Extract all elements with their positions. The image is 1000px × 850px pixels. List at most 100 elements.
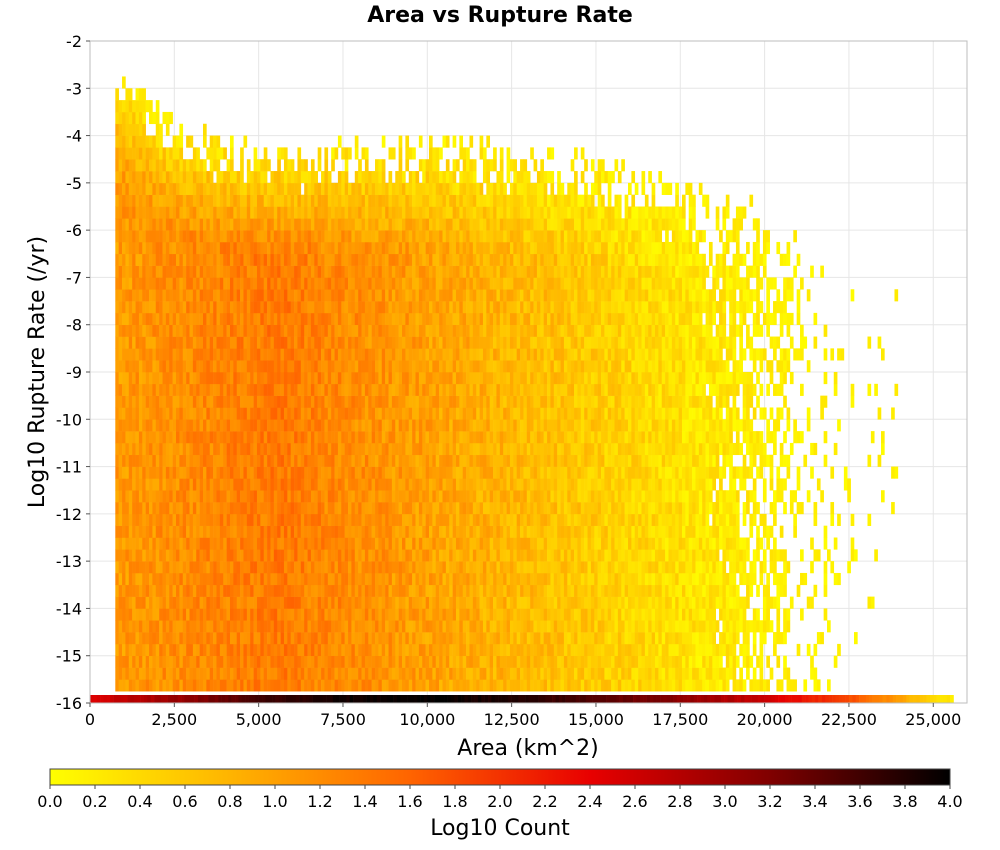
heatmap-cell xyxy=(428,502,433,515)
heatmap-cell xyxy=(260,525,265,538)
heatmap-cell xyxy=(206,147,211,160)
heatmap-cell xyxy=(439,372,443,385)
heatmap-cell xyxy=(128,312,133,326)
heatmap-cell xyxy=(385,549,389,562)
heatmap-cell xyxy=(466,147,470,160)
heatmap-cell xyxy=(128,88,133,101)
heatmap-cell xyxy=(132,419,136,432)
heatmap-cell xyxy=(189,324,194,337)
heatmap-cell xyxy=(371,277,376,290)
heatmap-cell xyxy=(270,513,275,526)
heatmap-cell xyxy=(240,513,244,526)
heatmap-cell xyxy=(402,478,406,491)
heatmap-cell xyxy=(439,620,443,633)
heatmap-cell xyxy=(304,513,308,526)
heatmap-cell xyxy=(263,324,268,337)
heatmap-cell xyxy=(358,360,362,373)
heatmap-cell xyxy=(149,111,153,125)
heatmap-cell xyxy=(462,218,467,231)
heatmap-cell xyxy=(216,466,221,479)
heatmap-cell xyxy=(145,525,150,538)
heatmap-cell xyxy=(371,632,376,645)
heatmap-cell xyxy=(408,466,413,479)
heatmap-cell xyxy=(246,265,251,278)
heatmap-cell xyxy=(290,679,295,692)
heatmap-cell xyxy=(354,289,359,302)
heatmap-cell xyxy=(240,490,244,503)
heatmap-cell xyxy=(182,513,187,526)
heatmap-cell xyxy=(287,561,291,574)
heatmap-cell xyxy=(314,442,318,456)
heatmap-cell xyxy=(165,643,170,657)
heatmap-cell xyxy=(371,537,376,550)
heatmap-cell xyxy=(199,478,204,491)
heatmap-cell xyxy=(189,608,194,621)
heatmap-cell xyxy=(253,324,258,337)
heatmap-cell xyxy=(236,525,241,538)
heatmap-cell xyxy=(381,490,386,503)
heatmap-cell xyxy=(354,549,359,562)
heatmap-cell xyxy=(321,572,325,586)
heatmap-cell xyxy=(209,620,214,633)
heatmap-cell xyxy=(304,561,308,574)
heatmap-cell xyxy=(213,454,217,467)
heatmap-cell xyxy=(280,336,285,349)
heatmap-cell xyxy=(236,171,241,184)
heatmap-cell xyxy=(402,643,406,657)
heatmap-cell xyxy=(395,289,399,302)
heatmap-cell xyxy=(162,490,167,503)
heatmap-cell xyxy=(310,218,315,231)
heatmap-cell xyxy=(351,442,356,456)
heatmap-cell xyxy=(277,643,281,657)
heatmap-cell xyxy=(118,147,123,160)
heatmap-cell xyxy=(229,679,234,692)
heatmap-cell xyxy=(172,525,177,538)
heatmap-cell xyxy=(240,584,244,597)
heatmap-cell xyxy=(469,490,474,503)
heatmap-cell xyxy=(422,478,426,491)
heatmap-cell xyxy=(253,643,258,657)
heatmap-cell xyxy=(223,431,227,444)
heatmap-cell xyxy=(459,620,464,633)
heatmap-cell xyxy=(432,241,437,255)
heatmap-cell xyxy=(391,419,396,432)
heatmap-cell xyxy=(408,454,413,467)
heatmap-cell xyxy=(418,253,423,266)
heatmap-cell xyxy=(375,596,379,609)
heatmap-cell xyxy=(186,549,190,562)
heatmap-cell xyxy=(213,549,217,562)
heatmap-cell xyxy=(358,431,362,444)
heatmap-cell xyxy=(179,407,184,420)
heatmap-cell xyxy=(280,289,285,302)
heatmap-cell xyxy=(348,360,352,373)
heatmap-cell xyxy=(115,312,119,326)
heatmap-cell xyxy=(179,372,184,385)
heatmap-cell xyxy=(186,135,190,148)
heatmap-cell xyxy=(294,620,298,633)
heatmap-cell xyxy=(243,182,248,195)
heatmap-cell xyxy=(253,679,258,692)
heatmap-cell xyxy=(263,265,268,278)
heatmap-cell xyxy=(240,632,244,645)
heatmap-cell xyxy=(459,289,464,302)
heatmap-cell xyxy=(321,490,325,503)
heatmap-cell xyxy=(310,407,315,420)
heatmap-cell xyxy=(128,419,133,432)
heatmap-cell xyxy=(135,466,140,479)
heatmap-cell xyxy=(310,372,315,385)
heatmap-cell xyxy=(236,643,241,657)
heatmap-cell xyxy=(395,182,399,195)
heatmap-cell xyxy=(253,490,258,503)
heatmap-cell xyxy=(240,502,244,515)
heatmap-cell xyxy=(283,395,288,408)
heatmap-cell xyxy=(452,383,457,396)
heatmap-cell xyxy=(354,442,359,456)
heatmap-cell xyxy=(182,608,187,621)
heatmap-cell xyxy=(442,360,447,373)
heatmap-cell xyxy=(310,513,315,526)
heatmap-cell xyxy=(388,372,393,385)
heatmap-cell xyxy=(216,159,221,172)
heatmap-cell xyxy=(455,241,460,255)
heatmap-cell xyxy=(253,230,258,243)
heatmap-cell xyxy=(321,372,325,385)
